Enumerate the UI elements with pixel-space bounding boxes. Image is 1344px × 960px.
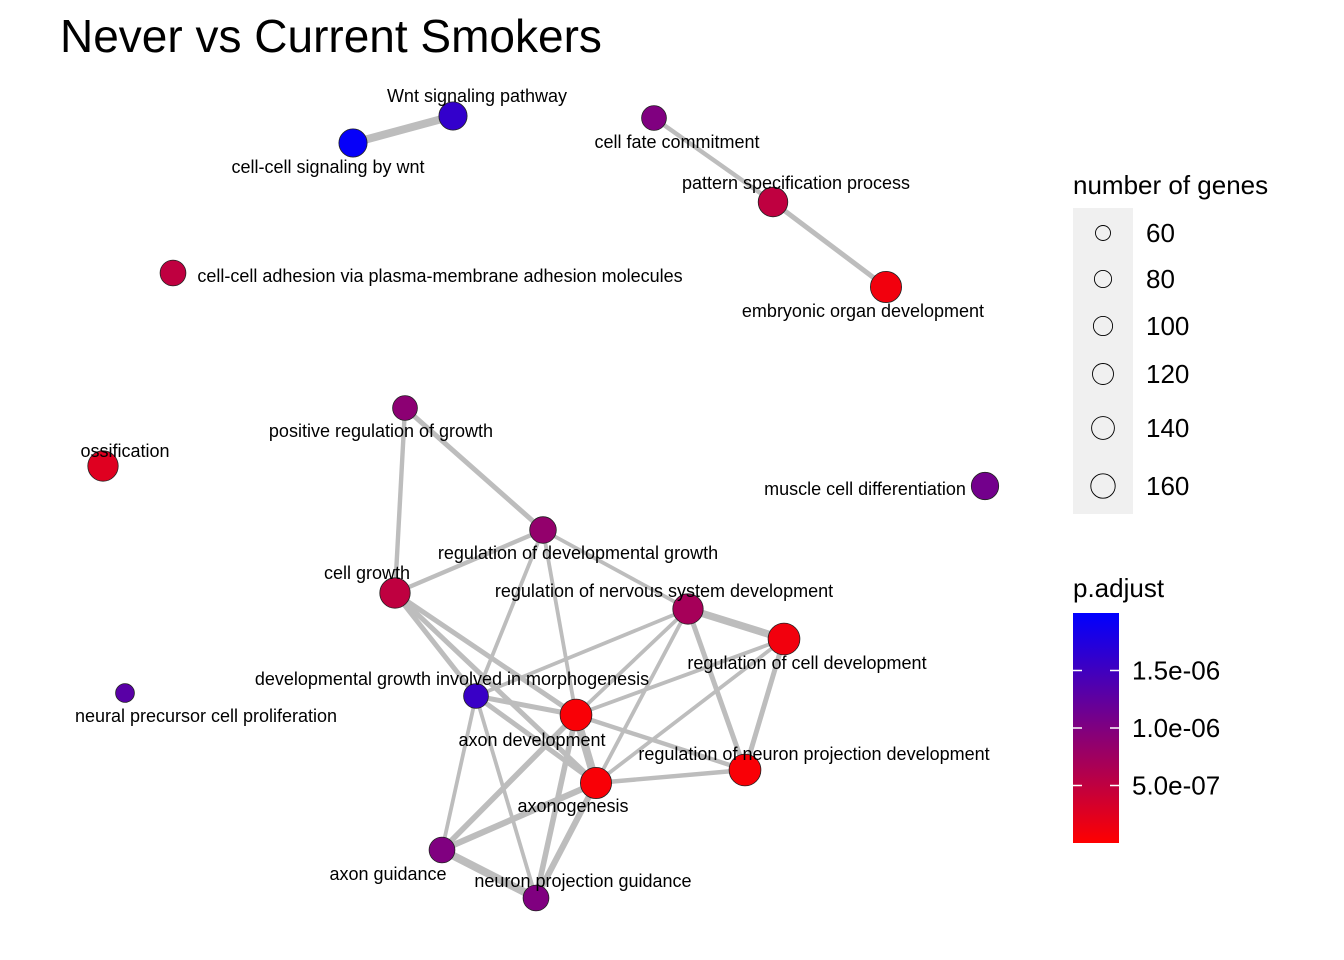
edge-reg_cell_dev-reg_neuron_proj xyxy=(742,636,787,773)
node-neuron-proj-guid[interactable] xyxy=(522,884,550,912)
node-pos-growth[interactable] xyxy=(392,395,418,421)
edge-reg_dev_growth-reg_nervous xyxy=(541,528,690,611)
node-layer xyxy=(87,101,1000,912)
node-label-reg-cell-dev: regulation of cell development xyxy=(687,653,926,673)
edge-pattern_spec-embryonic xyxy=(770,199,889,290)
node-label-axon-guidance: axon guidance xyxy=(329,864,446,884)
edge-dev_growth_morph-axon_guidance xyxy=(440,694,478,852)
node-axonogenesis[interactable] xyxy=(580,767,613,800)
size-legend-label: 140 xyxy=(1146,413,1189,443)
size-legend-panel xyxy=(1073,208,1133,514)
size-legend-label: 120 xyxy=(1146,359,1189,389)
node-label-pos-growth: positive regulation of growth xyxy=(269,421,493,441)
edge-pos_growth-cell_growth xyxy=(392,405,408,596)
node-label-neuron-proj-guid: neuron projection guidance xyxy=(474,871,691,891)
node-label-ossification: ossification xyxy=(80,441,169,461)
size-legend-label: 60 xyxy=(1146,218,1175,248)
node-wnt-pathway[interactable] xyxy=(438,101,468,131)
color-legend-tick-label: 1.0e-06 xyxy=(1132,713,1220,743)
edge-reg_dev_growth-cell_growth xyxy=(392,527,546,596)
node-reg-neuron-proj[interactable] xyxy=(728,753,762,787)
node-embryonic[interactable] xyxy=(870,270,903,303)
node-label-wnt-pathway: Wnt signaling pathway xyxy=(387,86,567,106)
size-legend-key xyxy=(1090,473,1116,499)
edge-dev_growth_morph-axonogenesis xyxy=(473,693,599,786)
size-legend: number of genes 60 80 100 120 140 160 xyxy=(1073,170,1268,514)
node-label-axonogenesis: axonogenesis xyxy=(517,796,628,816)
edge-reg_dev_growth-dev_growth_morph xyxy=(474,528,545,698)
node-axon-guidance[interactable] xyxy=(428,836,456,864)
label-layer: Wnt signaling pathway cell-cell signaling… xyxy=(75,86,990,891)
node-reg-cell-dev[interactable] xyxy=(767,622,801,656)
node-label-dev-growth-morph: developmental growth involved in morphog… xyxy=(255,669,649,689)
node-cell-growth[interactable] xyxy=(379,577,411,609)
node-label-neural-precursor: neural precursor cell proliferation xyxy=(75,706,337,726)
edge-reg_cell_dev-axon_dev xyxy=(574,637,786,717)
edge-cell_growth-axon_dev xyxy=(392,590,579,718)
size-legend-key xyxy=(1092,315,1114,337)
node-pattern-spec[interactable] xyxy=(757,186,789,218)
size-legend-label: 160 xyxy=(1146,471,1189,501)
size-legend-key xyxy=(1091,416,1115,440)
node-label-cell-fate: cell fate commitment xyxy=(594,132,759,152)
size-legend-key xyxy=(1092,363,1114,385)
edge-reg_nervous-axon_dev xyxy=(574,607,690,717)
edge-reg_cell_dev-axonogenesis xyxy=(594,637,786,785)
edge-axonogenesis-reg_neuron_proj xyxy=(593,767,748,786)
edge-axon_dev-reg_neuron_proj xyxy=(573,712,748,773)
edge-cell_growth-dev_growth_morph xyxy=(392,590,479,699)
edge-axon_dev-axon_guidance xyxy=(439,712,579,853)
node-label-reg-dev-growth: regulation of developmental growth xyxy=(438,543,718,563)
node-label-reg-neuron-proj: regulation of neuron projection developm… xyxy=(638,744,989,764)
node-label-cell-growth: cell growth xyxy=(324,563,410,583)
plot-title: Never vs Current Smokers xyxy=(60,10,602,62)
color-legend-title: p.adjust xyxy=(1073,573,1165,603)
edge-dev_growth_morph-neuron_proj_guid xyxy=(474,694,538,900)
edge-axonogenesis-axon_guidance xyxy=(438,779,600,854)
node-label-pattern-spec: pattern specification process xyxy=(682,173,910,193)
color-legend-tick-label: 1.5e-06 xyxy=(1132,656,1220,686)
edge-reg_nervous-dev_growth_morph xyxy=(474,607,690,698)
size-legend-key xyxy=(1093,269,1113,289)
edge-reg_nervous-reg_cell_dev xyxy=(684,605,788,643)
size-legend-label: 80 xyxy=(1146,264,1175,294)
node-label-embryonic: embryonic organ development xyxy=(742,301,984,321)
edge-pos_growth-reg_dev_growth xyxy=(402,405,546,533)
edge-reg_nervous-axonogenesis xyxy=(594,607,690,785)
node-wnt-cell[interactable] xyxy=(338,128,368,158)
size-legend-title: number of genes xyxy=(1073,170,1268,200)
node-label-wnt-cell: cell-cell signaling by wnt xyxy=(231,157,424,177)
node-reg-nervous[interactable] xyxy=(672,593,704,625)
node-adhesion[interactable] xyxy=(159,259,187,287)
edge-axon_dev-neuron_proj_guid xyxy=(533,712,579,901)
size-legend-label: 100 xyxy=(1146,311,1189,341)
edge-wnt_pathway-wnt_cell xyxy=(349,112,457,147)
node-dev-growth-morph[interactable] xyxy=(463,683,489,709)
color-legend: p.adjust 1.5e-06 1.0e-06 5.0e-07 xyxy=(1073,573,1220,843)
node-muscle[interactable] xyxy=(970,471,1000,501)
color-legend-tick-label: 5.0e-07 xyxy=(1132,771,1220,801)
node-cell-fate[interactable] xyxy=(641,105,667,131)
node-reg-dev-growth[interactable] xyxy=(529,516,557,544)
edge-dev_growth_morph-axon_dev xyxy=(473,693,579,718)
edge-cell_fate-pattern_spec xyxy=(651,115,776,205)
edge-reg_dev_growth-axon_dev xyxy=(541,528,578,717)
size-legend-key xyxy=(1095,225,1111,241)
node-label-adhesion: cell-cell adhesion via plasma-membrane a… xyxy=(197,266,682,286)
node-label-reg-nervous: regulation of nervous system development xyxy=(495,581,833,601)
node-label-muscle: muscle cell differentiation xyxy=(764,479,966,499)
edge-layer xyxy=(349,112,889,902)
edge-axonogenesis-neuron_proj_guid xyxy=(532,779,600,902)
node-neural-precursor[interactable] xyxy=(115,683,135,703)
edge-axon_guidance-neuron_proj_guid xyxy=(438,846,540,902)
node-ossification[interactable] xyxy=(87,450,119,482)
node-axon-dev[interactable] xyxy=(559,698,593,732)
node-label-axon-dev: axon development xyxy=(458,730,605,750)
